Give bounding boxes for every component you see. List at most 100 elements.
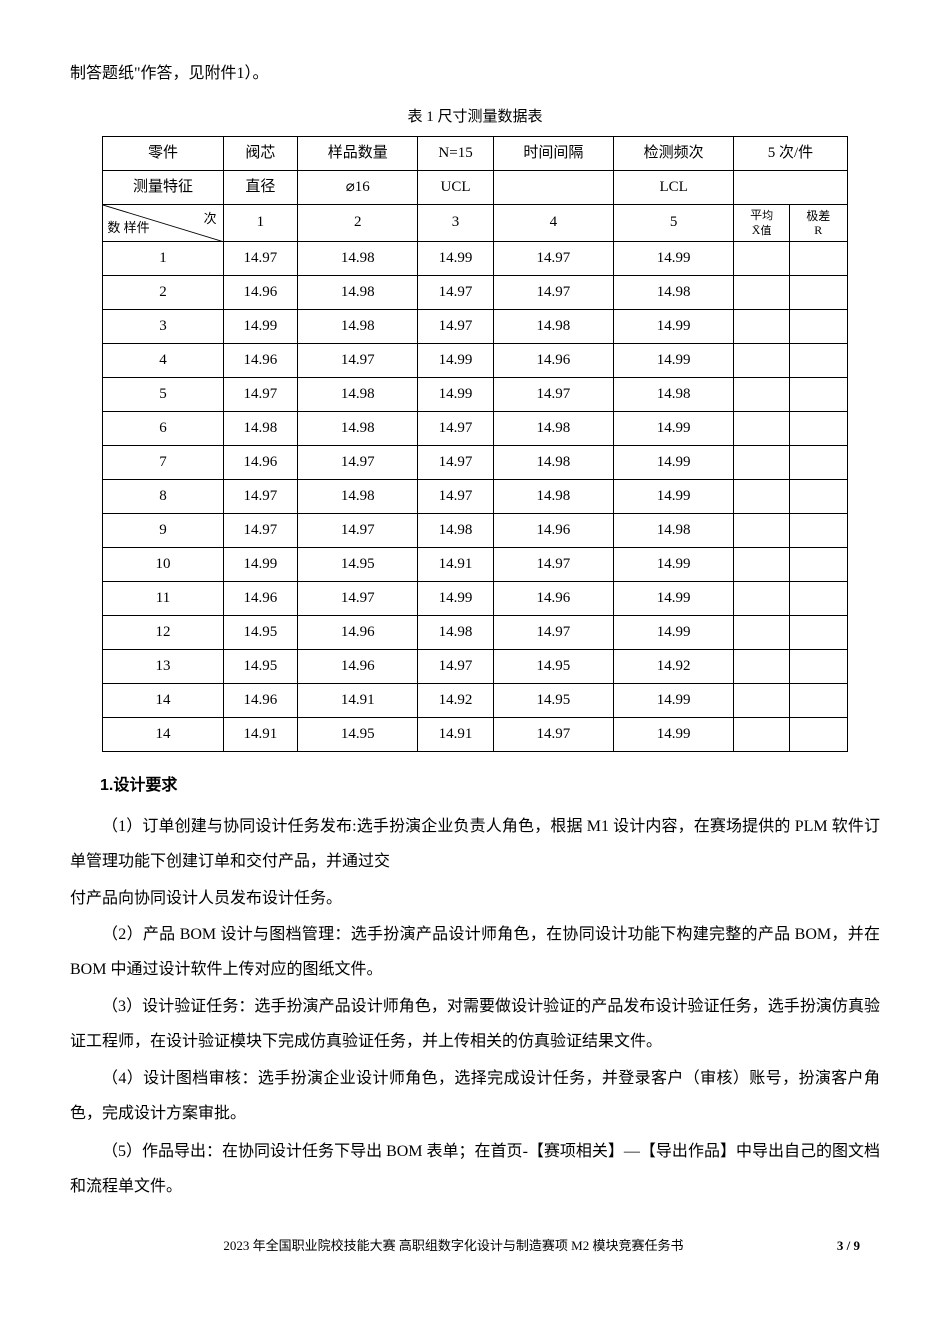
avg-cell: [734, 582, 790, 616]
data-cell: 14.99: [418, 378, 493, 412]
header-cell: 检测频次: [614, 136, 734, 170]
data-cell: 14.96: [223, 344, 297, 378]
table-row: 1414.9114.9514.9114.9714.99: [103, 718, 847, 752]
data-cell: 14.98: [493, 446, 613, 480]
data-cell: 14.96: [298, 650, 418, 684]
data-cell: 14.97: [298, 344, 418, 378]
table-header-row-3: 次 数 样件 1 2 3 4 5 平均X̄值 极差R: [103, 204, 847, 241]
table-row: 1314.9514.9614.9714.9514.92: [103, 650, 847, 684]
data-cell: 14.97: [298, 446, 418, 480]
avg-cell: [734, 718, 790, 752]
measurement-table: 零件 阀芯 样品数量 N=15 时间间隔 检测频次 5 次/件 测量特征 直径 …: [102, 136, 847, 752]
data-cell: 14.97: [493, 378, 613, 412]
avg-cell: [734, 514, 790, 548]
data-cell: 14.98: [298, 480, 418, 514]
avg-cell: [734, 378, 790, 412]
header-cell: UCL: [418, 170, 493, 204]
data-cell: 14.99: [614, 718, 734, 752]
paragraph-5: （5）作品导出：在协同设计任务下导出 BOM 表单；在首页-【赛项相关】—【导出…: [70, 1134, 880, 1204]
data-cell: 14.97: [418, 310, 493, 344]
data-cell: 14.99: [418, 582, 493, 616]
table-header-row-1: 零件 阀芯 样品数量 N=15 时间间隔 检测频次 5 次/件: [103, 136, 847, 170]
data-cell: 14.98: [298, 276, 418, 310]
avg-cell: [734, 412, 790, 446]
data-cell: 14.92: [614, 650, 734, 684]
data-cell: 14.98: [614, 378, 734, 412]
table-row: 314.9914.9814.9714.9814.99: [103, 310, 847, 344]
row-index-cell: 7: [103, 446, 223, 480]
data-cell: 14.97: [493, 548, 613, 582]
row-index-cell: 13: [103, 650, 223, 684]
data-cell: 14.98: [298, 412, 418, 446]
avg-cell: [734, 276, 790, 310]
header-cell: [493, 170, 613, 204]
data-cell: 14.98: [614, 514, 734, 548]
header-cell: 3: [418, 204, 493, 241]
data-cell: 14.95: [223, 616, 297, 650]
data-cell: 14.95: [493, 684, 613, 718]
paragraph-1: （1）订单创建与协同设计任务发布:选手扮演企业负责人角色，根据 M1 设计内容，…: [70, 809, 880, 879]
data-cell: 14.98: [298, 378, 418, 412]
header-cell: N=15: [418, 136, 493, 170]
range-cell: [790, 344, 848, 378]
header-cell: LCL: [614, 170, 734, 204]
row-index-cell: 2: [103, 276, 223, 310]
range-cell: [790, 276, 848, 310]
data-cell: 14.91: [223, 718, 297, 752]
paragraph-3: （3）设计验证任务：选手扮演产品设计师角色，对需要做设计验证的产品发布设计验证任…: [70, 989, 880, 1059]
header-cell: 样品数量: [298, 136, 418, 170]
avg-cell: [734, 310, 790, 344]
data-cell: 14.99: [614, 344, 734, 378]
data-cell: 14.98: [418, 514, 493, 548]
data-cell: 14.98: [298, 310, 418, 344]
data-cell: 14.99: [614, 548, 734, 582]
row-index-cell: 5: [103, 378, 223, 412]
data-cell: 14.99: [418, 242, 493, 276]
diag-label-bottom: 数 样件: [107, 216, 149, 239]
row-index-cell: 4: [103, 344, 223, 378]
table-row: 214.9614.9814.9714.9714.98: [103, 276, 847, 310]
data-cell: 14.98: [614, 276, 734, 310]
section-heading: 1.设计要求: [100, 772, 880, 801]
table-row: 414.9614.9714.9914.9614.99: [103, 344, 847, 378]
diagonal-header-cell: 次 数 样件: [103, 204, 223, 241]
range-cell: [790, 650, 848, 684]
header-cell: 5: [614, 204, 734, 241]
data-cell: 14.97: [493, 718, 613, 752]
data-cell: 14.98: [418, 616, 493, 650]
data-cell: 14.91: [418, 548, 493, 582]
avg-cell: [734, 548, 790, 582]
range-cell: [790, 310, 848, 344]
range-cell: [790, 718, 848, 752]
data-cell: 14.99: [614, 242, 734, 276]
data-cell: 14.97: [418, 412, 493, 446]
row-index-cell: 8: [103, 480, 223, 514]
header-cell: 零件: [103, 136, 223, 170]
range-cell: [790, 480, 848, 514]
data-cell: 14.97: [298, 582, 418, 616]
data-cell: 14.97: [298, 514, 418, 548]
data-cell: 14.98: [223, 412, 297, 446]
data-cell: 14.99: [418, 344, 493, 378]
data-cell: 14.96: [493, 582, 613, 616]
table-row: 514.9714.9814.9914.9714.98: [103, 378, 847, 412]
intro-text: 制答题纸"作答，见附件1）。: [70, 60, 880, 89]
data-cell: 14.96: [223, 582, 297, 616]
avg-cell: [734, 616, 790, 650]
row-index-cell: 14: [103, 684, 223, 718]
paragraph-1b: 付产品向协同设计人员发布设计任务。: [70, 881, 880, 916]
paragraph-4: （4）设计图档审核：选手扮演企业设计师角色，选择完成设计任务，并登录客户（审核）…: [70, 1061, 880, 1131]
row-index-cell: 1: [103, 242, 223, 276]
row-index-cell: 3: [103, 310, 223, 344]
header-cell: 阀芯: [223, 136, 297, 170]
data-cell: 14.97: [418, 480, 493, 514]
row-index-cell: 9: [103, 514, 223, 548]
data-cell: 14.99: [614, 310, 734, 344]
avg-cell: [734, 684, 790, 718]
data-cell: 14.97: [493, 242, 613, 276]
data-cell: 14.98: [493, 412, 613, 446]
row-index-cell: 10: [103, 548, 223, 582]
data-cell: 14.97: [223, 242, 297, 276]
data-cell: 14.95: [298, 548, 418, 582]
paragraph-2: （2）产品 BOM 设计与图档管理：选手扮演产品设计师角色，在协同设计功能下构建…: [70, 917, 880, 987]
